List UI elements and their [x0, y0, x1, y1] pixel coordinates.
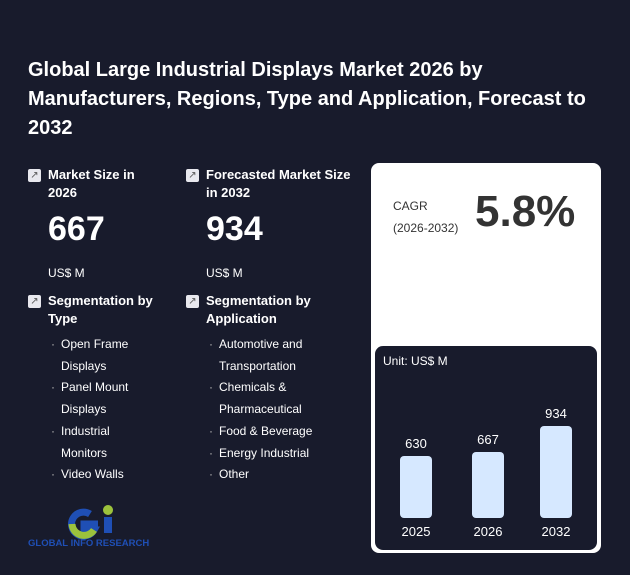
cagr-period: (2026-2032): [393, 221, 459, 235]
bar-2026: [472, 452, 504, 518]
svg-text:GLOBAL INFO RESEARCH: GLOBAL INFO RESEARCH: [28, 538, 149, 549]
x-tick-label: 2026: [473, 524, 503, 539]
forecast-value: 934: [206, 210, 263, 248]
segmentation-type: ↗ Segmentation by Type Open Frame Displa…: [28, 292, 178, 492]
list-item: Industrial Monitors: [51, 421, 141, 464]
forecast-block: ↗ Forecasted Market Size in 2032 934 US$…: [186, 166, 356, 286]
market-size-chart: Unit: US$ M 630 2025 667 2026 934 2032: [375, 346, 597, 550]
list-item: Other: [209, 464, 319, 486]
seg-type-label: Segmentation by Type: [48, 293, 153, 326]
forecast-unit: US$ M: [206, 266, 243, 280]
cagr-value: 5.8%: [475, 187, 576, 236]
bar-2025: [400, 455, 432, 518]
bar-value-label: 667: [477, 432, 499, 448]
seg-app-label: Segmentation by Application: [206, 293, 311, 326]
segmentation-application: ↗ Segmentation by Application Automotive…: [186, 292, 356, 492]
forecast-label: Forecasted Market Size in 2032: [206, 167, 351, 200]
x-tick-label: 2032: [541, 524, 571, 539]
page-title: Global Large Industrial Displays Market …: [28, 59, 586, 139]
bar-2032: [540, 426, 572, 518]
arrow-up-right-icon: ↗: [28, 295, 41, 308]
x-tick-label: 2025: [401, 524, 431, 539]
bar-value-label: 630: [405, 435, 427, 451]
arrow-up-right-icon: ↗: [186, 295, 199, 308]
list-item: Video Walls: [51, 464, 141, 486]
list-item: Chemicals & Pharmaceutical: [209, 377, 319, 420]
global-info-research-logo: GLOBAL INFO RESEARCH: [28, 505, 149, 549]
market-size-unit: US$ M: [48, 266, 85, 280]
chart-unit-label: Unit: US$ M: [383, 354, 448, 368]
list-item: Food & Beverage: [209, 421, 319, 443]
list-item: Energy Industrial: [209, 443, 319, 465]
market-size-label: Market Size in 2026: [48, 167, 135, 200]
market-size-value: 667: [48, 210, 105, 248]
list-item: Automotive and Transportation: [209, 334, 319, 377]
list-item: Panel Mount Displays: [51, 377, 141, 420]
cagr-card: CAGR (2026-2032) 5.8% Unit: US$ M 630 2025…: [371, 163, 601, 553]
list-item: Open Frame Displays: [51, 334, 141, 377]
bar-value-label: 934: [545, 406, 567, 421]
cagr-title: CAGR: [393, 199, 428, 213]
market-size-block: ↗ Market Size in 2026 667 US$ M: [28, 166, 178, 286]
cagr-label: CAGR (2026-2032): [393, 195, 458, 239]
arrow-up-right-icon: ↗: [186, 169, 199, 182]
arrow-up-right-icon: ↗: [28, 169, 41, 182]
